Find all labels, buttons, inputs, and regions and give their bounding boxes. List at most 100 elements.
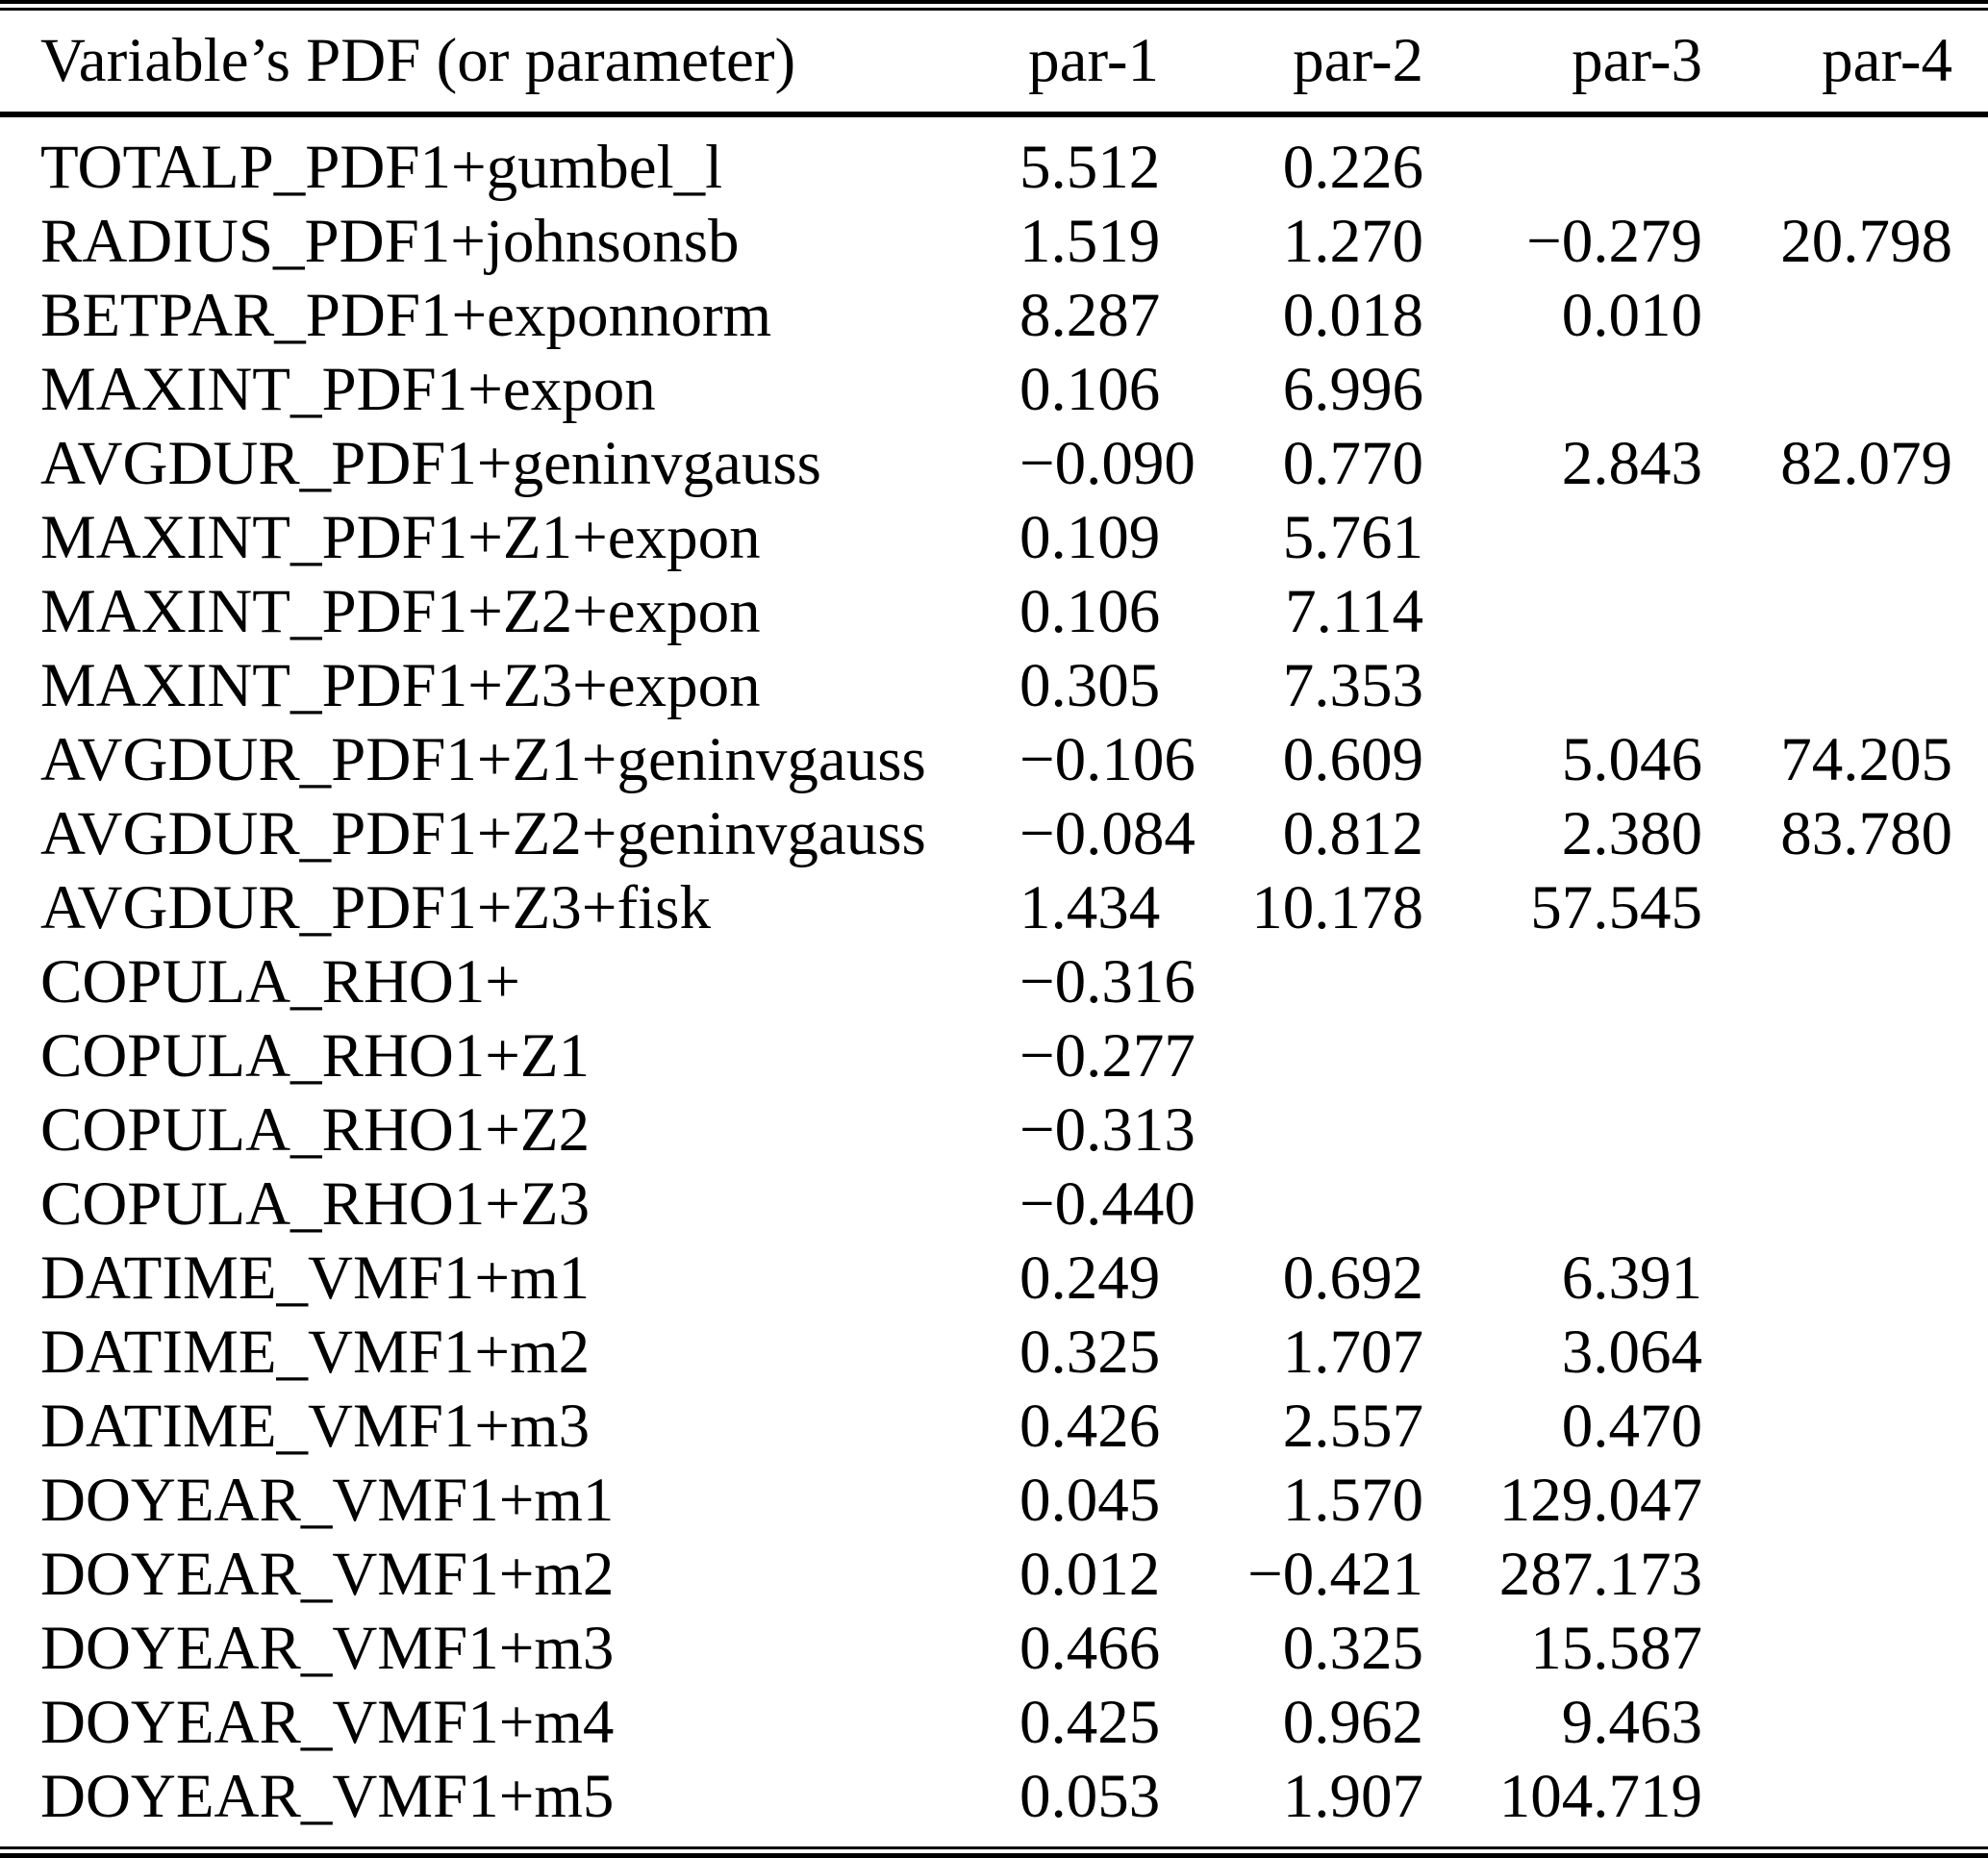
par2-value-cell: 0.226 — [1282, 133, 1423, 202]
par2-value-cell: 0.812 — [1282, 799, 1423, 868]
par3-value-cell: 57.545 — [1530, 873, 1702, 942]
variable-label-cell: COPULA_RHO1+Z3 — [40, 1169, 591, 1239]
column-header-par4: par-4 — [1822, 26, 1952, 95]
variable-label-cell: DATIME_VMF1+m3 — [40, 1392, 591, 1461]
table-row: COPULA_RHO1+ −0.316 — [0, 945, 1988, 1019]
par1-value-cell: 0.106 — [1019, 577, 1161, 646]
table-row: MAXINT_PDF1+Z1+expon 0.109 5.761 — [0, 501, 1988, 575]
par1-value-cell: 0.426 — [1019, 1392, 1161, 1461]
par2-value-cell: 2.557 — [1282, 1392, 1423, 1461]
table-row: DATIME_VMF1+m1 0.249 0.692 6.391 — [0, 1242, 1988, 1316]
table-row: AVGDUR_PDF1+Z3+fisk 1.434 10.178 57.545 — [0, 871, 1988, 945]
table-row: DOYEAR_VMF1+m3 0.466 0.325 15.587 — [0, 1612, 1988, 1686]
header-divider-rule — [0, 112, 1988, 117]
variable-label-cell: RADIUS_PDF1+johnsonsb — [40, 207, 740, 276]
table-row: DATIME_VMF1+m2 0.325 1.707 3.064 — [0, 1316, 1988, 1390]
par3-value-cell: 129.047 — [1498, 1466, 1702, 1535]
table-top-rule-thin — [0, 8, 1988, 11]
par3-value-cell: −0.279 — [1526, 207, 1702, 276]
variable-label-cell: AVGDUR_PDF1+Z2+geninvgauss — [40, 799, 926, 868]
par3-value-cell: 0.010 — [1561, 281, 1702, 350]
table-body: TOTALP_PDF1+gumbel_l 5.512 0.226 RADIUS_… — [0, 117, 1988, 1834]
table-row: MAXINT_PDF1+expon 0.106 6.996 — [0, 353, 1988, 427]
par2-value-cell: 10.178 — [1251, 873, 1423, 942]
variable-label-cell: DOYEAR_VMF1+m4 — [40, 1688, 615, 1757]
variable-label-cell: AVGDUR_PDF1+Z3+fisk — [40, 873, 711, 942]
par1-value-cell: 1.519 — [1019, 207, 1161, 276]
par2-value-cell: 7.114 — [1285, 577, 1423, 646]
par2-value-cell: 6.996 — [1282, 355, 1423, 424]
variable-label-cell: DOYEAR_VMF1+m2 — [40, 1540, 615, 1609]
par3-value-cell: 15.587 — [1530, 1614, 1702, 1683]
table-row: COPULA_RHO1+Z2 −0.313 — [0, 1093, 1988, 1168]
table-row: AVGDUR_PDF1+geninvgauss −0.090 0.770 2.8… — [0, 427, 1988, 501]
variable-label-cell: MAXINT_PDF1+Z2+expon — [40, 577, 761, 646]
par2-value-cell: 0.692 — [1282, 1243, 1423, 1313]
par2-value-cell: 1.570 — [1282, 1466, 1423, 1535]
variable-label-cell: AVGDUR_PDF1+geninvgauss — [40, 429, 821, 498]
variable-label-cell: COPULA_RHO1+Z2 — [40, 1095, 591, 1165]
variable-label-cell: AVGDUR_PDF1+Z1+geninvgauss — [40, 725, 926, 794]
variable-label-cell: COPULA_RHO1+Z1 — [40, 1021, 591, 1091]
variable-label-cell: MAXINT_PDF1+Z3+expon — [40, 651, 761, 720]
par3-value-cell: 104.719 — [1498, 1762, 1702, 1831]
table-row: COPULA_RHO1+Z3 −0.440 — [0, 1168, 1988, 1242]
par1-value-cell: 0.425 — [1019, 1688, 1161, 1757]
par2-value-cell: 1.707 — [1282, 1318, 1423, 1387]
par2-value-cell: 1.270 — [1282, 207, 1423, 276]
table-bottom-rule-thick — [0, 1853, 1988, 1858]
par2-value-cell: −0.421 — [1247, 1540, 1423, 1609]
par1-value-cell: −0.313 — [1019, 1095, 1195, 1165]
variable-label-cell: DOYEAR_VMF1+m3 — [40, 1614, 615, 1683]
par1-value-cell: 0.053 — [1019, 1762, 1161, 1831]
par1-value-cell: −0.084 — [1019, 799, 1195, 868]
par2-value-cell: 0.609 — [1282, 725, 1423, 794]
table-row: DOYEAR_VMF1+m4 0.425 0.962 9.463 — [0, 1686, 1988, 1760]
table-row: BETPAR_PDF1+exponnorm 8.287 0.018 0.010 — [0, 279, 1988, 353]
par1-value-cell: 1.434 — [1019, 873, 1161, 942]
table-row: MAXINT_PDF1+Z3+expon 0.305 7.353 — [0, 649, 1988, 723]
column-header-variable: Variable’s PDF (or parameter) — [40, 26, 796, 95]
variable-label-cell: BETPAR_PDF1+exponnorm — [40, 281, 772, 350]
par4-value-cell: 82.079 — [1780, 429, 1952, 498]
table-row: AVGDUR_PDF1+Z2+geninvgauss −0.084 0.812 … — [0, 797, 1988, 871]
variable-label-cell: DATIME_VMF1+m2 — [40, 1318, 591, 1387]
column-header-par2: par-2 — [1293, 26, 1423, 95]
table-row: RADIUS_PDF1+johnsonsb 1.519 1.270 −0.279… — [0, 205, 1988, 279]
column-header-par3: par-3 — [1572, 26, 1702, 95]
par2-value-cell: 7.353 — [1282, 651, 1423, 720]
par3-value-cell: 287.173 — [1498, 1540, 1702, 1609]
table-row: TOTALP_PDF1+gumbel_l 5.512 0.226 — [0, 131, 1988, 205]
par2-value-cell: 0.018 — [1282, 281, 1423, 350]
par3-value-cell: 3.064 — [1561, 1318, 1702, 1387]
table-row: DATIME_VMF1+m3 0.426 2.557 0.470 — [0, 1390, 1988, 1464]
par1-value-cell: 0.106 — [1019, 355, 1161, 424]
table-row: DOYEAR_VMF1+m5 0.053 1.907 104.719 — [0, 1760, 1988, 1834]
variable-label-cell: MAXINT_PDF1+expon — [40, 355, 656, 424]
par1-value-cell: 0.466 — [1019, 1614, 1161, 1683]
par4-value-cell: 20.798 — [1780, 207, 1952, 276]
par4-value-cell: 83.780 — [1780, 799, 1952, 868]
par1-value-cell: 0.012 — [1019, 1540, 1161, 1609]
par2-value-cell: 0.962 — [1282, 1688, 1423, 1757]
par1-value-cell: −0.316 — [1019, 947, 1195, 1017]
par3-value-cell: 5.046 — [1561, 725, 1702, 794]
table-header-row: Variable’s PDF (or parameter) par-1 par-… — [0, 11, 1988, 112]
par3-value-cell: 2.843 — [1561, 429, 1702, 498]
par1-value-cell: 0.305 — [1019, 651, 1161, 720]
par1-value-cell: −0.277 — [1019, 1021, 1195, 1091]
table-row: DOYEAR_VMF1+m1 0.045 1.570 129.047 — [0, 1464, 1988, 1538]
variable-label-cell: MAXINT_PDF1+Z1+expon — [40, 503, 761, 572]
par2-value-cell: 0.770 — [1282, 429, 1423, 498]
variable-label-cell: DOYEAR_VMF1+m1 — [40, 1466, 615, 1535]
par2-value-cell: 0.325 — [1282, 1614, 1423, 1683]
par1-value-cell: 8.287 — [1019, 281, 1161, 350]
table-row: DOYEAR_VMF1+m2 0.012 −0.421 287.173 — [0, 1538, 1988, 1612]
par2-value-cell: 1.907 — [1282, 1762, 1423, 1831]
par1-value-cell: 0.325 — [1019, 1318, 1161, 1387]
par1-value-cell: 0.045 — [1019, 1466, 1161, 1535]
par3-value-cell: 2.380 — [1561, 799, 1702, 868]
par3-value-cell: 6.391 — [1561, 1243, 1702, 1313]
par3-value-cell: 0.470 — [1561, 1392, 1702, 1461]
